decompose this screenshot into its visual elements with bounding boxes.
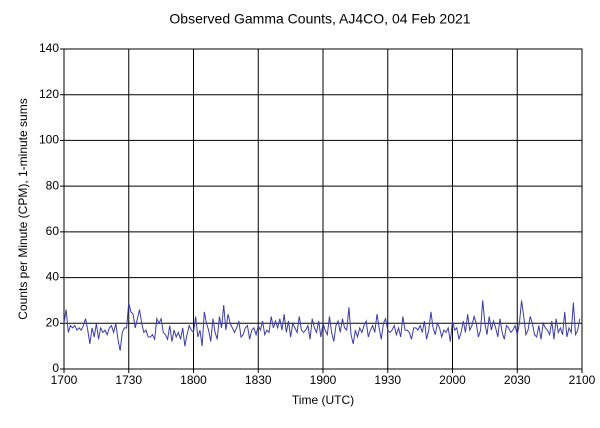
- y-axis-label: Counts per Minute (CPM), 1-minute sums: [16, 98, 30, 319]
- x-tick-label: 1930: [374, 373, 401, 387]
- x-tick-label: 1830: [245, 373, 272, 387]
- x-tick-label: 2000: [439, 373, 466, 387]
- x-axis-label: Time (UTC): [292, 393, 354, 407]
- x-tick-label: 1800: [180, 373, 207, 387]
- y-tick-label: 20: [46, 315, 60, 329]
- x-tick-label: 1700: [51, 373, 78, 387]
- y-tick-label: 40: [46, 270, 60, 284]
- y-tick-label: 120: [39, 87, 59, 101]
- x-tick-label: 1730: [115, 373, 142, 387]
- y-tick-label: 100: [39, 133, 59, 147]
- chart-title: Observed Gamma Counts, AJ4CO, 04 Feb 202…: [169, 11, 470, 27]
- x-tick-label: 2030: [504, 373, 531, 387]
- y-tick-label: 140: [39, 41, 59, 55]
- data-line: [63, 300, 581, 351]
- y-tick-label: 60: [46, 224, 60, 238]
- y-tick-label: 0: [52, 361, 59, 375]
- plot-frame: [63, 48, 583, 370]
- x-tick-label: 1900: [310, 373, 337, 387]
- y-tick-label: 80: [46, 178, 60, 192]
- x-tick-label: 2100: [569, 373, 596, 387]
